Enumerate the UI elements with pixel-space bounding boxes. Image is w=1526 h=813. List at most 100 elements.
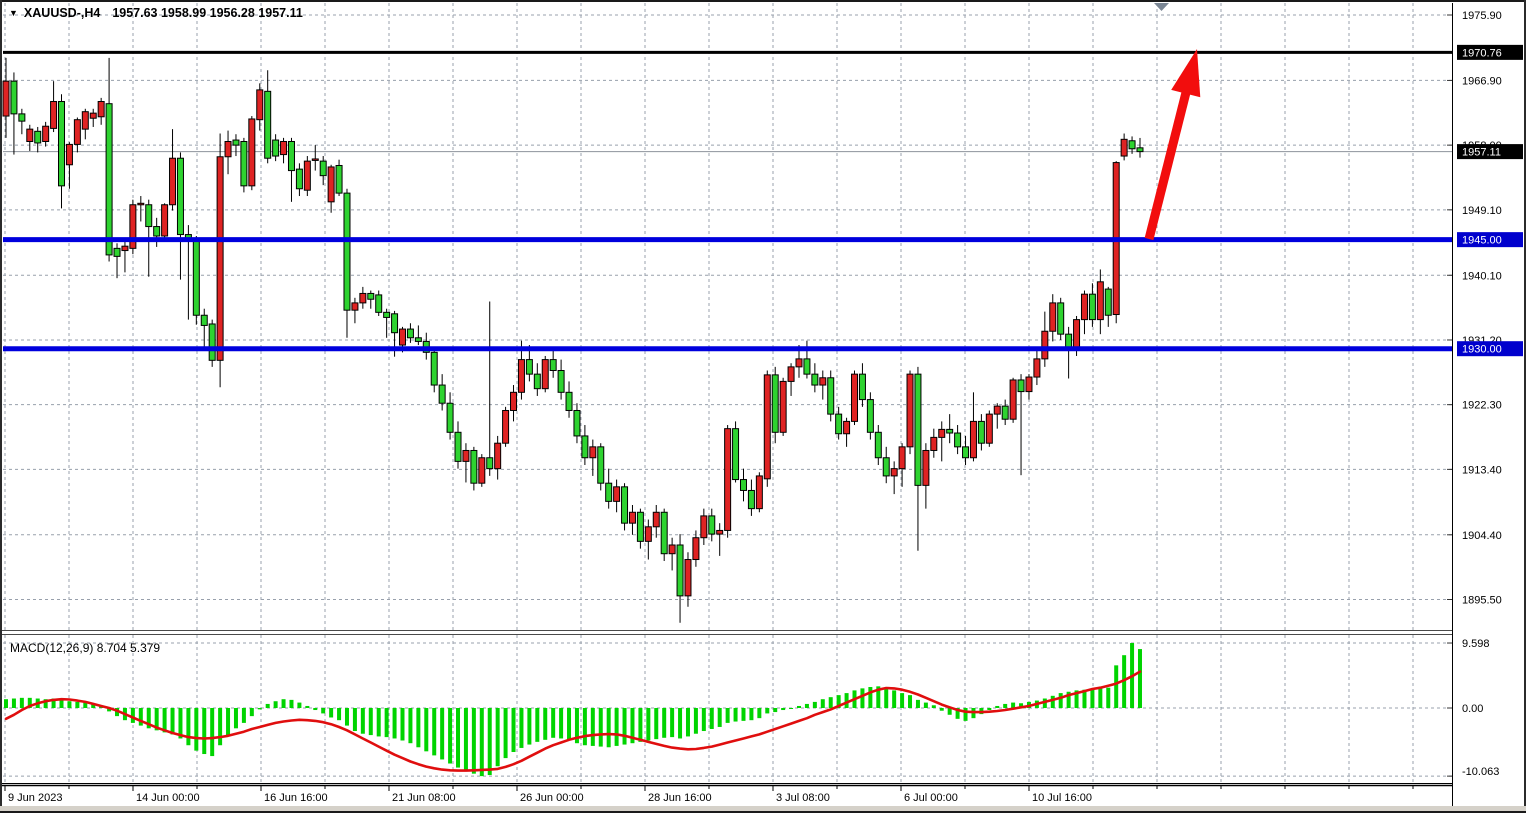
chart-shift-marker-icon[interactable] <box>1154 3 1169 11</box>
candle-bearish <box>192 239 200 316</box>
candle-bearish <box>573 409 581 437</box>
candle-bearish <box>200 314 208 326</box>
candle-bullish <box>589 446 597 459</box>
candle-bearish <box>946 428 954 434</box>
candle-bullish <box>42 125 50 142</box>
candle-bearish <box>636 511 644 542</box>
candle-bearish <box>391 313 399 334</box>
candle-bearish <box>406 328 414 339</box>
candle-bearish <box>1136 147 1144 153</box>
line-price-label-text: 1945.00 <box>1462 235 1502 247</box>
candle-bullish <box>224 140 232 158</box>
candle-bearish <box>747 489 755 510</box>
candle-bearish <box>232 139 240 146</box>
candle-bearish <box>414 337 422 342</box>
candle-bearish <box>470 449 478 484</box>
candle-bullish <box>26 128 34 142</box>
candle-bullish <box>1041 330 1049 360</box>
candle-bullish <box>137 202 145 206</box>
candle-bullish <box>1049 302 1057 332</box>
candle-bullish <box>930 436 938 451</box>
candle-bullish <box>843 420 851 435</box>
candle-bearish <box>771 374 779 433</box>
candle-bullish <box>1033 358 1041 378</box>
candle-bearish <box>446 402 454 433</box>
time-axis-label: 26 Jun 00:00 <box>520 792 584 804</box>
candle-bearish <box>295 168 303 190</box>
candle-bullish <box>73 119 81 145</box>
candle-bullish <box>644 526 652 542</box>
candle-bearish <box>581 435 589 459</box>
candle-bearish <box>454 431 462 462</box>
chart-symbol-period: XAUUSD-,H4 <box>23 6 101 20</box>
candle-bullish <box>922 449 930 486</box>
window-border-top <box>0 0 1526 2</box>
candle-bullish <box>851 373 859 422</box>
candle-bullish <box>1073 319 1081 350</box>
trend-arrow-up[interactable] <box>1144 49 1201 241</box>
candle-bullish <box>97 101 105 118</box>
candle-bearish <box>1017 379 1025 393</box>
candle-bearish <box>438 384 446 404</box>
candle-bullish <box>890 468 898 477</box>
price-axis[interactable]: 1975.901966.901958.001949.101940.101931.… <box>1447 10 1523 778</box>
time-axis-label: 21 Jun 08:00 <box>392 792 456 804</box>
candle-bearish <box>264 90 272 159</box>
candle-bearish <box>605 482 613 502</box>
candle-bullish <box>763 374 771 480</box>
candle-bearish <box>811 373 819 386</box>
candle-bearish <box>335 164 343 194</box>
candle-bearish <box>1088 293 1096 321</box>
macd-indicator-label: MACD(12,26,9) 8.704 5.379 <box>10 641 161 655</box>
candle-bullish <box>517 359 525 393</box>
candle-bullish <box>692 537 700 561</box>
candle-bearish <box>319 160 327 177</box>
candle-bearish <box>10 80 18 115</box>
candle-bullish <box>2 80 10 117</box>
candle-bearish <box>105 103 113 256</box>
candle-bearish <box>1057 302 1065 335</box>
candle-bullish <box>65 143 73 166</box>
candle-bearish <box>660 511 668 555</box>
line-price-label: 1945.00 <box>1457 232 1523 248</box>
candle-bullish <box>129 204 137 249</box>
candle-bullish <box>50 101 58 129</box>
candle-bearish <box>1128 140 1136 150</box>
candle-bearish <box>621 486 629 524</box>
panel-borders <box>0 3 1453 806</box>
macd-axis-label: 9.598 <box>1462 638 1490 650</box>
candle-bullish <box>121 245 129 252</box>
current-price-label-text: 1957.11 <box>1462 147 1501 159</box>
candle-bullish <box>938 428 946 438</box>
time-axis-label: 6 Jul 00:00 <box>904 792 958 804</box>
candle-bearish <box>287 140 295 172</box>
candle-bullish <box>787 366 795 382</box>
price-axis-label: 1949.10 <box>1462 205 1502 217</box>
candle-bearish <box>914 373 922 486</box>
candle-bullish <box>248 118 256 187</box>
candle-bullish <box>399 328 406 346</box>
candle-bearish <box>597 446 605 484</box>
candle-bearish <box>549 359 557 372</box>
candle-bearish <box>954 432 962 448</box>
candle-bearish <box>1001 405 1009 420</box>
candle-bearish <box>343 192 351 311</box>
candle-bullish <box>303 160 311 191</box>
symbol-dropdown-icon[interactable]: ▼ <box>9 8 18 18</box>
candle-bullish <box>906 373 914 448</box>
price-axis-label: 1913.40 <box>1462 464 1502 476</box>
candle-bullish <box>351 302 359 311</box>
macd-axis-label: 0.00 <box>1462 703 1483 715</box>
line-price-label: 1930.00 <box>1457 341 1523 357</box>
candle-bullish <box>779 380 787 433</box>
candle-bullish <box>541 359 549 390</box>
chart-ohlc-values: 1957.63 1958.99 1956.28 1957.11 <box>112 6 303 20</box>
time-axis[interactable]: 9 Jun 2023 14 Jun 00:00 16 Jun 16:00 21 Jun… <box>4 786 1414 804</box>
candle-bearish <box>882 457 890 477</box>
window-bottom-strip <box>0 806 1526 811</box>
candle-bullish <box>510 391 518 411</box>
candle-bearish <box>375 294 383 313</box>
candle-bearish <box>240 140 248 187</box>
candle-bearish <box>145 204 153 228</box>
